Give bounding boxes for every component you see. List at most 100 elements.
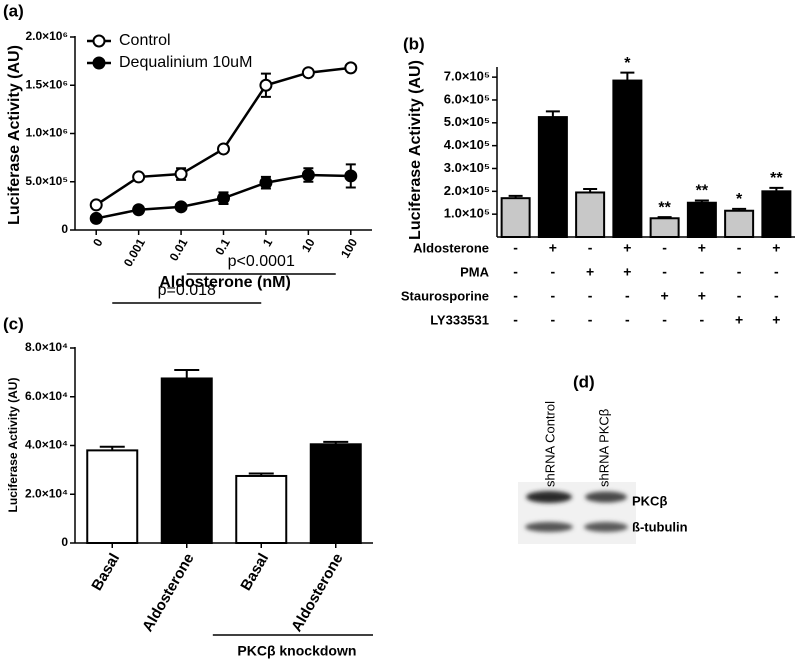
data-point: [344, 169, 358, 183]
treatment-sign: -: [774, 288, 779, 304]
panel-label: (d): [573, 372, 595, 391]
y-tick-label: 0: [61, 535, 68, 549]
y-tick-label: 2.0×10⁵: [444, 183, 490, 198]
data-point: [174, 200, 188, 214]
treatment-sign: +: [735, 312, 743, 328]
treatment-sign: -: [774, 264, 779, 280]
y-tick-label: 4.0×10⁵: [444, 137, 490, 152]
data-point: [89, 211, 103, 225]
blot-band: [525, 522, 573, 532]
x-tick-label: 100: [338, 236, 360, 261]
legend-label: Control: [119, 32, 171, 49]
treatment-sign: -: [588, 288, 593, 304]
x-tick-label: Aldosterone: [139, 550, 197, 634]
blot-panel: (d) shRNA Control shRNA PKCβ PKCβ ß-tubu…: [518, 372, 688, 544]
treatment-sign: +: [586, 264, 594, 280]
panel-label: (a): [3, 1, 24, 20]
blot-band: [526, 491, 572, 503]
data-point: [301, 66, 315, 80]
comparison-label: p<0.0001: [228, 253, 295, 270]
x-tick-label: 0.01: [167, 236, 191, 264]
data-point: [132, 170, 146, 184]
x-tick-label: 0.001: [121, 236, 148, 269]
treatment-sign: -: [625, 288, 630, 304]
band-label: ß-tubulin: [632, 519, 688, 534]
panel-label: (c): [3, 314, 24, 333]
treatment-sign: -: [662, 240, 667, 256]
significance-label: **: [658, 199, 671, 216]
bar: [575, 191, 606, 238]
bar: [686, 201, 717, 238]
bar: [160, 377, 213, 544]
treatment-label: PMA: [460, 264, 490, 279]
y-tick-label: 1.5×10⁶: [25, 77, 68, 91]
treatment-sign: -: [513, 288, 518, 304]
y-axis-label: Luciferase Activity (AU): [407, 60, 424, 240]
lane-label: shRNA PKCβ: [596, 409, 611, 487]
error-bar: [620, 71, 635, 81]
series-line: [95, 66, 351, 206]
x-tick-label: 1: [260, 236, 276, 249]
treatment-label: Aldosterone: [413, 240, 489, 255]
y-tick-label: 2.0×10⁴: [25, 486, 68, 500]
data-point: [174, 167, 188, 181]
data-point: [301, 168, 315, 182]
significance-label: **: [696, 183, 709, 200]
data-point: [217, 191, 230, 205]
bar: [537, 116, 568, 238]
treatment-sign: +: [698, 240, 706, 256]
treatment-sign: -: [551, 264, 556, 280]
data-point: [217, 142, 230, 156]
treatment-label: LY333531: [430, 312, 489, 327]
treatment-sign: -: [513, 240, 518, 256]
bar: [86, 449, 139, 544]
y-tick-label: 7.0×10⁵: [444, 69, 490, 84]
comparison-label: p=0.018: [158, 282, 216, 299]
treatment-sign: +: [661, 288, 669, 304]
significance-label: *: [624, 55, 631, 72]
treatment-sign: +: [772, 240, 780, 256]
y-tick-label: 2.0×10⁶: [25, 29, 68, 43]
y-tick-label: 5.0×10⁵: [25, 174, 68, 188]
treatment-sign: -: [588, 240, 593, 256]
treatment-label: Staurosporine: [401, 288, 489, 303]
treatment-sign: -: [700, 264, 705, 280]
blot-band: [585, 491, 627, 503]
bar: [761, 190, 792, 238]
treatment-sign: -: [551, 288, 556, 304]
legend-label: Dequalinium 10uM: [119, 54, 252, 71]
treatment-sign: -: [625, 312, 630, 328]
data-point: [132, 203, 146, 217]
treatment-sign: -: [737, 240, 742, 256]
x-tick-label: 10: [299, 236, 318, 255]
blot-background: [518, 482, 636, 544]
treatment-sign: -: [737, 264, 742, 280]
y-axis-label: Luciferase Activity (AU): [6, 45, 23, 225]
treatment-sign: -: [551, 312, 556, 328]
lane-label: shRNA Control: [542, 401, 557, 487]
panel-label: (b): [403, 34, 425, 53]
x-tick-label: 0: [90, 236, 106, 249]
y-tick-label: 3.0×10⁵: [444, 160, 490, 175]
bar: [724, 209, 755, 238]
y-tick-label: 6.0×10⁵: [444, 91, 490, 106]
significance-label: *: [736, 191, 743, 208]
treatment-sign: +: [772, 312, 780, 328]
x-tick-label: Basal: [88, 550, 123, 593]
chart-panel: (b) Luciferase Activity (AU) 1.0×10⁵ 2.0×10…: [401, 34, 795, 328]
x-tick-label: Basal: [237, 550, 272, 593]
chart-panel: (c) Luciferase Activity (AU) 0 2.0×10⁴ 4.0×1…: [3, 253, 373, 659]
x-tick-label: Aldosterone: [288, 550, 346, 634]
treatment-sign: +: [549, 240, 557, 256]
blot-band: [584, 522, 628, 532]
treatment-sign: -: [700, 312, 705, 328]
bar: [500, 197, 531, 238]
y-tick-label: 0: [61, 222, 68, 236]
treatment-sign: -: [737, 288, 742, 304]
error-bar: [174, 368, 200, 379]
bar: [235, 474, 288, 544]
band-label: PKCβ: [632, 493, 667, 508]
bar: [612, 79, 643, 239]
